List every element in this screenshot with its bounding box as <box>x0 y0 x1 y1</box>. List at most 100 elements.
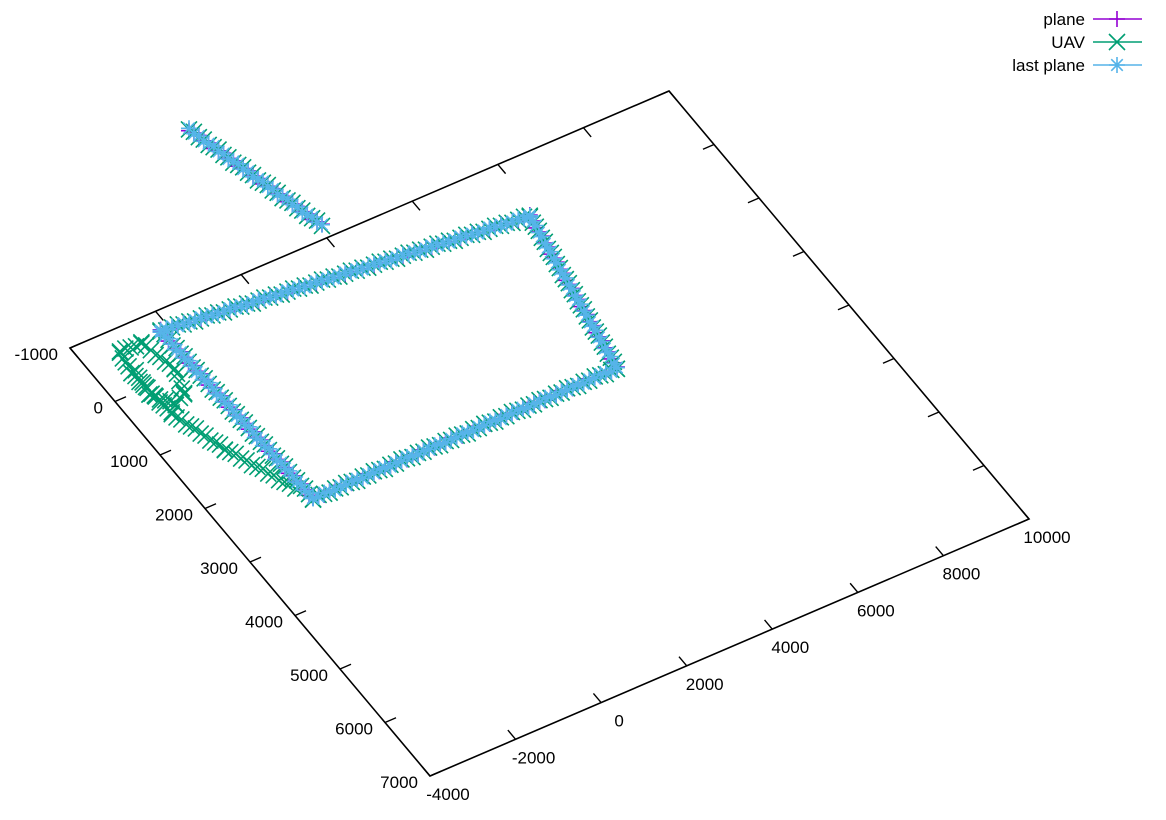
data-point <box>166 360 184 378</box>
data-point <box>111 342 129 361</box>
data-point <box>545 250 562 267</box>
data-point <box>592 366 609 383</box>
data-point <box>597 364 614 381</box>
y-tick-mark <box>159 449 172 456</box>
data-point <box>487 412 504 429</box>
data-point <box>212 388 229 405</box>
x-tick-label: -4000 <box>426 785 469 804</box>
data-point <box>536 235 553 252</box>
data-point <box>404 447 421 464</box>
y-tick-mark-far <box>747 197 760 204</box>
data-point <box>492 216 509 233</box>
data-point <box>132 334 150 353</box>
data-point <box>531 393 548 410</box>
x-tick-label: 4000 <box>771 638 809 657</box>
data-point <box>206 434 224 452</box>
data-point <box>188 363 205 380</box>
data-point <box>426 437 443 454</box>
data-point <box>187 419 205 438</box>
data-point <box>605 355 622 372</box>
data-point <box>221 443 239 461</box>
y-tick-mark-far <box>882 357 895 364</box>
data-point <box>415 442 432 459</box>
y-tick-mark <box>69 342 82 349</box>
data-point <box>530 224 547 241</box>
data-point <box>305 489 322 506</box>
data-point <box>250 291 267 308</box>
data-point <box>575 375 592 392</box>
data-point <box>360 466 377 483</box>
axes: -4000 -2000 0 2000 4000 6000 8000 10000 -1000 0 10… <box>15 90 1071 804</box>
data-point <box>134 373 152 391</box>
y-tick-label: 6000 <box>335 720 373 739</box>
data-point <box>332 478 349 495</box>
series-UAV <box>111 120 626 509</box>
data-point <box>151 390 169 408</box>
data-point <box>387 454 404 471</box>
data-point <box>454 425 471 442</box>
data-point <box>233 297 250 314</box>
data-point <box>248 458 266 476</box>
data-point <box>182 417 200 436</box>
data-point <box>470 418 487 435</box>
data-point <box>313 216 330 233</box>
y-tick-mark-far <box>792 250 805 257</box>
data-point <box>503 405 520 422</box>
data-point <box>196 426 215 445</box>
data-point <box>510 210 527 227</box>
data-point <box>575 303 592 320</box>
data-point <box>248 430 265 447</box>
data-point <box>260 440 277 457</box>
data-point <box>244 294 261 311</box>
data-point <box>354 470 371 487</box>
data-point <box>310 488 327 505</box>
data-point <box>164 336 181 353</box>
x-tick-mark <box>764 619 773 630</box>
y-tick-mark <box>429 770 442 777</box>
data-point <box>542 388 559 405</box>
data-point <box>443 430 460 447</box>
data-point <box>167 396 185 414</box>
data-point <box>249 171 266 188</box>
data-point <box>321 483 338 500</box>
y-tick-label: 2000 <box>155 506 193 525</box>
y-tick-mark <box>384 717 397 724</box>
legend: plane UAV last plane <box>1012 10 1142 75</box>
data-point <box>160 330 177 347</box>
data-point <box>548 387 565 404</box>
y-tick-mark-far <box>702 143 715 150</box>
data-point <box>586 370 603 387</box>
data-point <box>272 454 289 471</box>
data-point <box>264 181 281 198</box>
data-point <box>389 249 406 266</box>
y-tick-mark-far <box>972 464 985 471</box>
data-point <box>147 346 165 364</box>
y-tick-mark-far <box>657 90 670 97</box>
data-point <box>200 135 217 152</box>
data-point <box>274 188 291 205</box>
data-point <box>581 314 598 331</box>
y-tick-label: 7000 <box>380 773 418 792</box>
y-tick-mark <box>204 503 217 510</box>
data-point <box>564 377 581 394</box>
data-point <box>279 282 296 299</box>
data-point <box>168 341 185 358</box>
data-point <box>116 339 134 358</box>
data-point <box>280 462 297 479</box>
y-tick-mark-far <box>837 304 850 311</box>
data-point <box>514 400 531 417</box>
data-point <box>521 207 538 224</box>
data-point <box>240 163 257 180</box>
x-tick-mark-far <box>411 200 421 211</box>
data-point <box>236 416 253 433</box>
data-point <box>215 145 232 162</box>
data-point <box>459 424 476 441</box>
data-point <box>337 264 354 281</box>
data-point <box>156 391 174 409</box>
data-point <box>338 476 355 493</box>
data-point <box>393 453 410 470</box>
data-point <box>581 371 598 388</box>
data-point <box>348 261 365 278</box>
data-point <box>476 417 493 434</box>
legend-label: last plane <box>1012 56 1085 75</box>
